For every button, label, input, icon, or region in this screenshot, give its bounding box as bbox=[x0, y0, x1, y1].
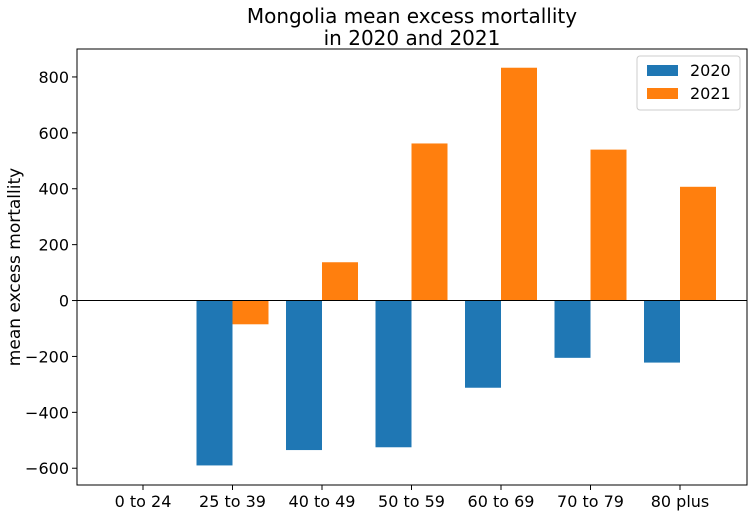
bars-group bbox=[77, 67, 747, 466]
bar-2020-50-to-59 bbox=[375, 300, 412, 448]
bar-2020-70-to-79 bbox=[554, 300, 591, 358]
x-tick-label: 80 plus bbox=[651, 492, 710, 511]
y-tick-label: 400 bbox=[38, 180, 69, 199]
y-tick-label: 200 bbox=[38, 236, 69, 255]
chart-title-line-1: Mongolia mean excess mortallity bbox=[247, 4, 577, 28]
y-axis: −600 −400 −200 0 200 400 600 800 bbox=[25, 68, 77, 478]
legend-swatch-2020 bbox=[647, 65, 678, 76]
bar-2020-60-to-69 bbox=[465, 300, 501, 388]
legend-label-2020: 2020 bbox=[690, 61, 731, 80]
bar-2020-25-to-39 bbox=[196, 300, 233, 466]
x-tick-label: 25 to 39 bbox=[199, 492, 266, 511]
bar-2020-80-plus bbox=[644, 300, 680, 363]
x-tick-label: 70 to 79 bbox=[557, 492, 624, 511]
x-tick-label: 40 to 49 bbox=[289, 492, 356, 511]
bar-2021-70-to-79 bbox=[590, 149, 627, 301]
bar-2021-80-plus bbox=[680, 186, 716, 301]
chart-title-line-2: in 2020 and 2021 bbox=[324, 26, 501, 50]
plot-frame bbox=[76, 48, 748, 486]
x-tick-label: 60 to 69 bbox=[468, 492, 535, 511]
bar-2020-40-to-49 bbox=[286, 300, 322, 451]
y-tick-label: 800 bbox=[38, 68, 69, 87]
x-tick-label: 50 to 59 bbox=[378, 492, 445, 511]
x-axis: 0 to 24 25 to 39 40 to 49 50 to 59 60 to 69 7… bbox=[115, 485, 710, 511]
y-axis-label: mean excess mortallity bbox=[5, 168, 25, 366]
x-tick-label: 0 to 24 bbox=[115, 492, 172, 511]
chart-title: Mongolia mean excess mortallity in 2020 … bbox=[247, 4, 577, 50]
y-tick-label: 600 bbox=[38, 124, 69, 143]
legend-label-2021: 2021 bbox=[690, 84, 731, 103]
bar-2021-60-to-69 bbox=[501, 67, 537, 301]
legend: 2020 2021 bbox=[636, 55, 741, 111]
legend-swatch-2021 bbox=[647, 88, 678, 99]
bar-2021-50-to-59 bbox=[411, 143, 448, 301]
y-tick-label: −400 bbox=[25, 403, 69, 422]
bar-2021-40-to-49 bbox=[322, 262, 358, 301]
y-tick-label: −200 bbox=[25, 347, 69, 366]
y-tick-label: 0 bbox=[59, 292, 69, 311]
bar-2021-25-to-39 bbox=[232, 300, 269, 325]
y-tick-label: −600 bbox=[25, 459, 69, 478]
